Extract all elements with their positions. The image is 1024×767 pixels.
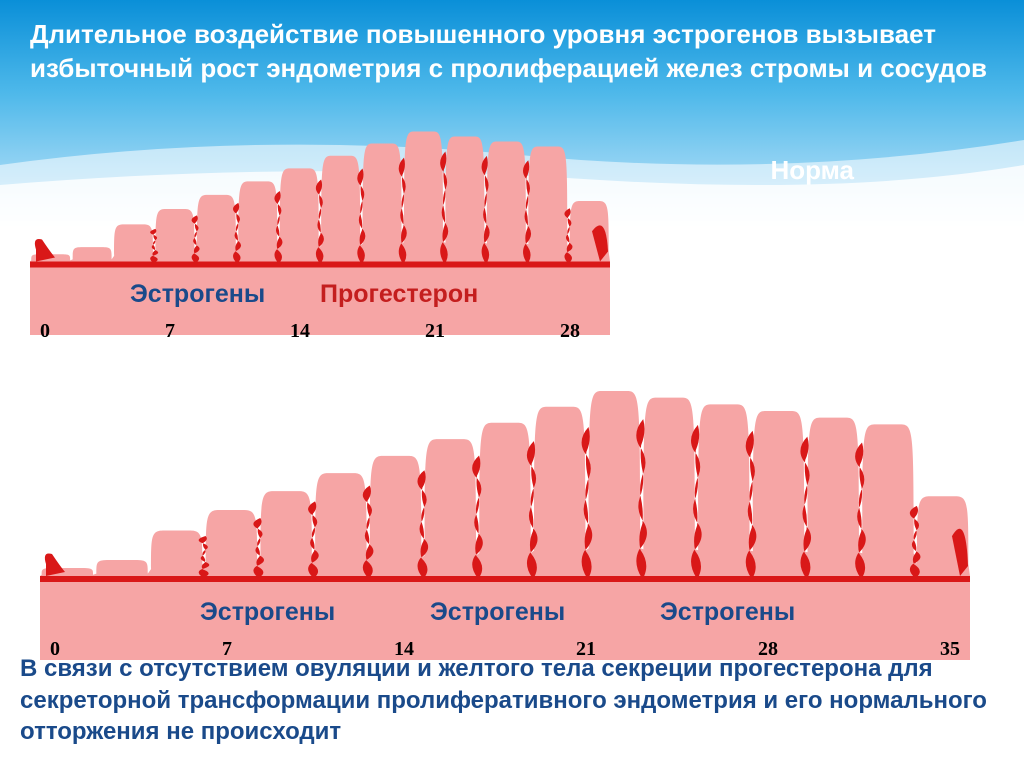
axis-tick: 7 [165,320,175,343]
slide-footer-text: В связи с отсутствием овуляции и желтого… [20,653,1004,747]
axis-tick: 7 [222,638,232,661]
axis-tick: 28 [560,320,580,343]
axis-tick: 35 [940,638,960,661]
chart1-x-axis: 0 7 14 21 28 [40,320,580,343]
axis-tick: 0 [50,638,60,661]
axis-tick: 28 [758,638,778,661]
chart2-x-axis: 0 7 14 21 28 35 [50,638,960,661]
label-estrogens: Эстрогены [660,598,795,627]
axis-tick: 21 [576,638,596,661]
slide-title: Длительное воздействие повышенного уровн… [30,18,994,86]
label-estrogens: Эстрогены [130,280,265,309]
axis-tick: 14 [394,638,414,661]
axis-tick: 21 [425,320,445,343]
label-estrogens: Эстрогены [200,598,335,627]
label-progesterone: Прогестерон [320,280,478,309]
label-estrogens: Эстрогены [430,598,565,627]
axis-tick: 14 [290,320,310,343]
norma-label: Норма [770,155,854,186]
axis-tick: 0 [40,320,50,343]
